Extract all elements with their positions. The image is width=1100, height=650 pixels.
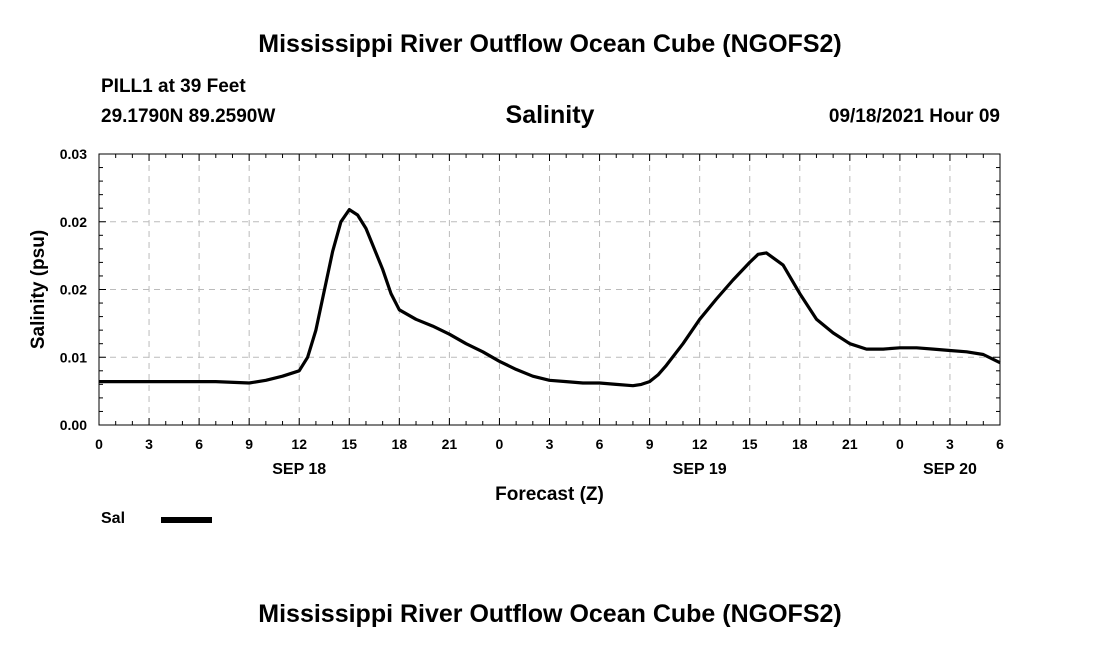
x-day-label: SEP 18 — [272, 461, 326, 478]
x-tick-label: 21 — [442, 436, 458, 452]
axis-ticks — [98, 153, 1001, 426]
chart-main-title: Mississippi River Outflow Ocean Cube (NG… — [258, 30, 842, 58]
x-tick-label: 0 — [95, 436, 103, 452]
station-coordinates: 29.1790N 89.2590W — [101, 106, 276, 127]
legend-label: Sal — [101, 510, 126, 527]
x-tick-label: 12 — [692, 436, 708, 452]
x-tick-label: 9 — [245, 436, 253, 452]
x-tick-label: 15 — [341, 436, 357, 452]
footer-title: Mississippi River Outflow Ocean Cube (NG… — [258, 600, 842, 628]
x-tick-label: 9 — [646, 436, 654, 452]
x-tick-label: 21 — [842, 436, 858, 452]
y-axis-title: Salinity (psu) — [28, 230, 49, 349]
x-tick-label: 3 — [946, 436, 954, 452]
x-tick-label: 18 — [392, 436, 408, 452]
y-tick-label: 0.00 — [60, 417, 87, 433]
x-tick-label: 0 — [896, 436, 904, 452]
station-label: PILL1 at 39 Feet — [101, 76, 246, 97]
y-tick-label: 0.02 — [60, 214, 87, 230]
x-tick-label: 0 — [496, 436, 504, 452]
x-tick-label: 18 — [792, 436, 808, 452]
y-tick-label: 0.02 — [60, 282, 87, 298]
x-axis-title: Forecast (Z) — [495, 484, 604, 505]
x-day-label: SEP 19 — [673, 461, 727, 478]
legend-line-swatch — [161, 517, 212, 523]
x-tick-label: 3 — [145, 436, 153, 452]
x-tick-label: 12 — [291, 436, 307, 452]
x-tick-label: 15 — [742, 436, 758, 452]
axis-labels: 0 3 6 9 12 15 18 21 0 3 6 9 12 15 18 21 0 3 6 0.00 0.01 0.02 0… — [60, 146, 1004, 478]
variable-title: Salinity — [505, 101, 595, 129]
x-tick-label: 6 — [596, 436, 604, 452]
x-day-label: SEP 20 — [923, 461, 977, 478]
x-tick-label: 6 — [996, 436, 1004, 452]
y-tick-label: 0.03 — [60, 146, 87, 162]
x-tick-label: 3 — [546, 436, 554, 452]
forecast-datetime: 09/18/2021 Hour 09 — [828, 106, 1000, 127]
salinity-series-line — [99, 208, 1001, 388]
y-tick-label: 0.01 — [60, 349, 87, 365]
x-tick-label: 6 — [195, 436, 203, 452]
grid-lines — [99, 154, 1000, 425]
